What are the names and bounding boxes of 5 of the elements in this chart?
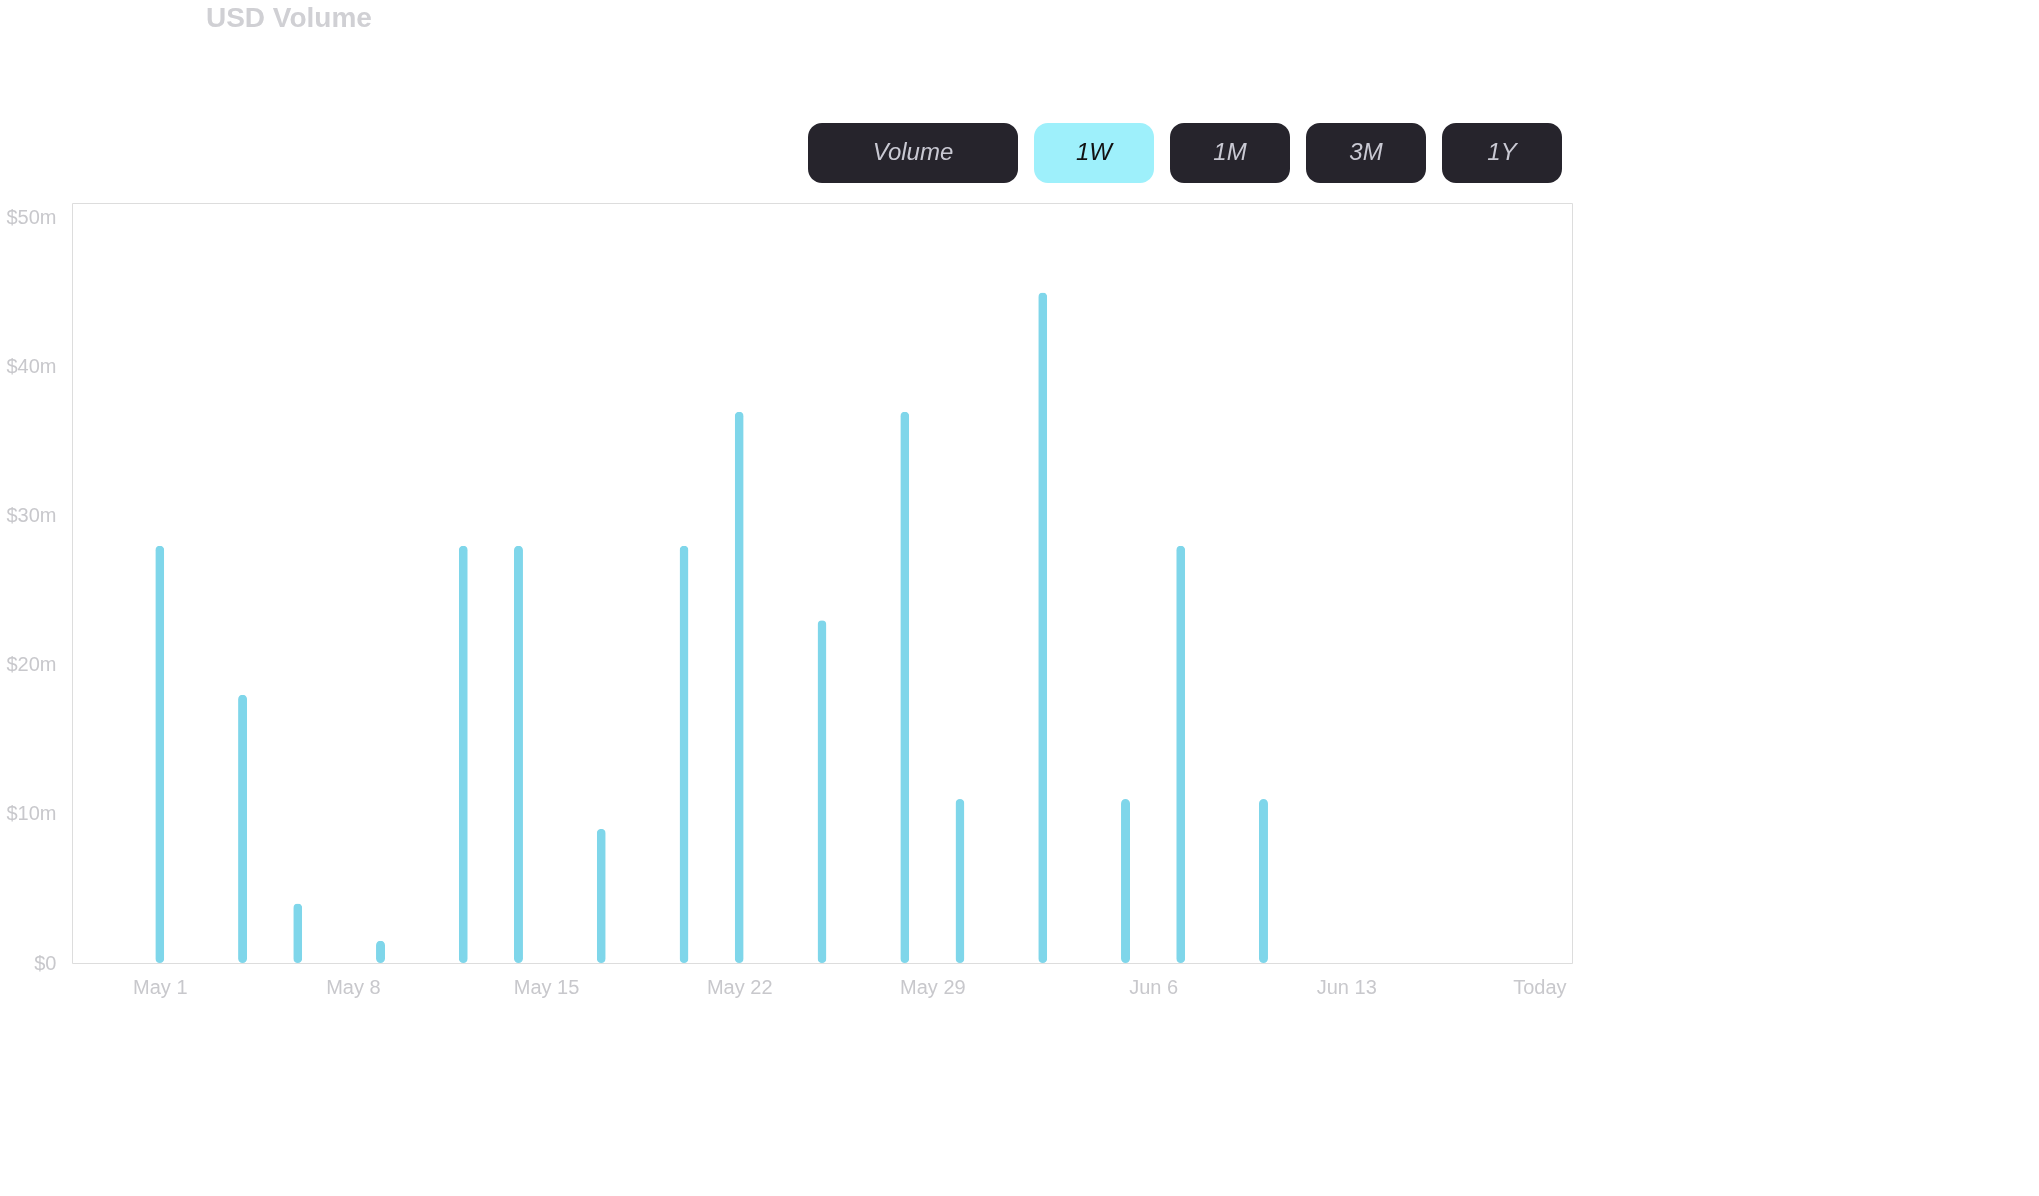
text: 1W [1076,138,1115,165]
text: Volume [872,138,954,165]
text: 1Y [1487,138,1519,165]
text: 1M [1213,138,1247,165]
text: 3M [1349,138,1383,165]
